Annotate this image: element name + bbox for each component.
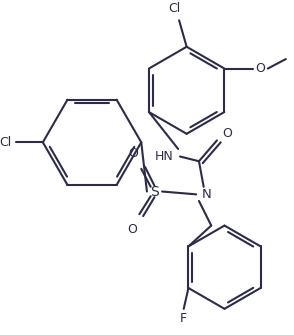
Text: N: N <box>202 188 211 201</box>
Text: O: O <box>129 147 138 160</box>
Text: F: F <box>180 312 187 325</box>
Text: O: O <box>127 223 137 236</box>
Text: Cl: Cl <box>0 136 11 149</box>
Text: S: S <box>150 185 159 199</box>
Text: O: O <box>255 62 265 75</box>
Text: HN: HN <box>155 150 173 163</box>
Text: O: O <box>222 127 232 140</box>
Text: Cl: Cl <box>168 2 181 15</box>
